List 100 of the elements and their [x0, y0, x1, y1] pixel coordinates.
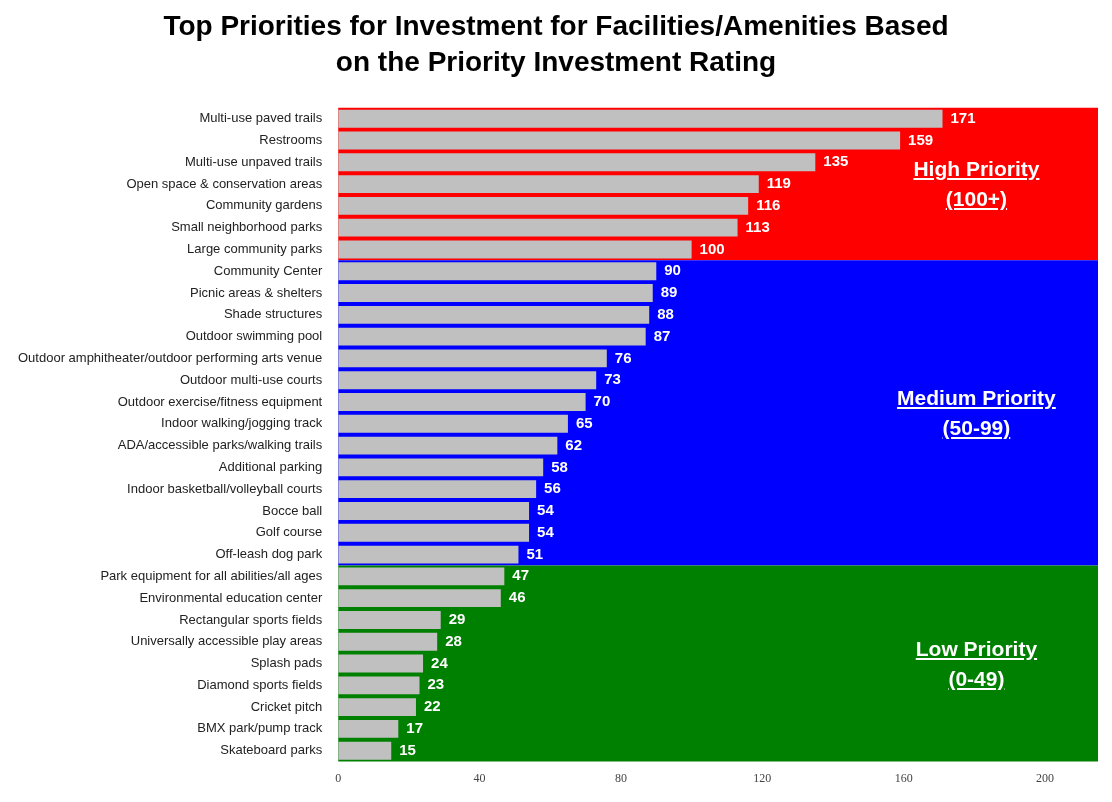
bar [338, 632, 438, 651]
data-label: 28 [445, 631, 462, 649]
bar [338, 153, 816, 172]
data-label: 119 [766, 174, 791, 192]
bar [338, 436, 558, 455]
bar [338, 741, 392, 760]
bar [338, 349, 607, 368]
y-tick-label: Cricket pitch [250, 698, 323, 714]
y-tick-label: BMX park/pump track [197, 720, 323, 736]
y-tick-label: Rectangular sports fields [179, 611, 323, 627]
bar [338, 218, 738, 237]
y-tick-label: ADA/accessible parks/walking trails [117, 437, 323, 453]
bar [338, 611, 441, 629]
band-label: Medium Priority (50-99) [897, 384, 1056, 441]
data-label: 23 [427, 675, 445, 693]
y-tick-label: Outdoor exercise/fitness equipment [117, 393, 323, 409]
y-tick-label: Universally accessible play areas [130, 633, 323, 649]
bar [338, 240, 692, 259]
bar [338, 196, 749, 215]
y-tick-label: Community gardens [205, 197, 323, 213]
x-tick-label: 0 [335, 770, 342, 785]
y-tick-label: Environmental education center [139, 589, 323, 605]
bar [338, 654, 424, 673]
data-label: 54 [537, 522, 555, 540]
bar [338, 371, 597, 390]
band-label: High Priority (100+) [913, 156, 1040, 213]
bar [338, 262, 657, 281]
data-label: 113 [745, 217, 770, 235]
bar [338, 414, 568, 433]
data-label: 58 [551, 457, 568, 475]
y-tick-label: Indoor basketball/volleyball courts [127, 480, 323, 496]
y-tick-label: Picnic areas & shelters [190, 284, 323, 300]
x-tick-label: 200 [1035, 770, 1054, 785]
x-tick-label: 120 [753, 770, 772, 785]
data-label: 29 [448, 610, 466, 628]
y-tick-label: Shade structures [223, 306, 323, 322]
data-label: 15 [399, 740, 416, 758]
y-tick-label: Restrooms [259, 132, 323, 148]
data-label: 17 [406, 719, 423, 737]
bar [338, 523, 530, 542]
data-label: 54 [537, 501, 555, 519]
y-tick-label: Bocce ball [262, 502, 323, 518]
data-label: 24 [431, 653, 449, 671]
x-tick-label: 80 [614, 770, 627, 785]
y-tick-label: Outdoor amphitheater/outdoor performing arts venue [18, 350, 323, 365]
y-tick-label: Splash pads [250, 655, 323, 671]
data-label: 73 [604, 370, 621, 388]
y-tick-label: Off-leash dog park [215, 546, 323, 562]
data-label: 22 [423, 697, 441, 715]
bar [338, 109, 943, 128]
bar [338, 480, 537, 499]
y-tick-label: Indoor walking/jogging track [161, 415, 323, 431]
bar [338, 589, 501, 608]
data-label: 62 [565, 435, 583, 453]
data-label: 46 [508, 588, 526, 606]
chart-title: Top Priorities for Investment for Facilities/Amenities Based on the Priority Investment Rating [162, 9, 950, 79]
data-label: 171 [950, 108, 976, 126]
data-label: 47 [512, 566, 530, 584]
bar [338, 284, 653, 302]
y-tick-label: Multi-use paved trails [199, 110, 323, 126]
bar [338, 131, 901, 150]
data-label: 89 [660, 283, 678, 301]
y-tick-label: Outdoor swimming pool [185, 328, 323, 344]
bar [338, 175, 759, 194]
data-label: 116 [756, 196, 781, 214]
data-label: 90 [664, 261, 681, 279]
bar [338, 719, 399, 738]
bar [338, 393, 586, 411]
data-label: 56 [544, 479, 561, 497]
y-tick-label: Small neighborhood parks [171, 219, 323, 235]
data-label: 65 [575, 413, 593, 431]
bar [338, 567, 505, 586]
y-tick-label: Open space & conservation areas [126, 175, 323, 191]
bar [338, 502, 530, 520]
data-label: 88 [657, 304, 674, 322]
bar [338, 327, 646, 346]
data-label: 70 [593, 392, 611, 410]
bar [338, 458, 544, 477]
y-tick-label: Skateboard parks [220, 742, 323, 758]
data-label: 87 [653, 326, 671, 344]
data-label: 100 [699, 239, 725, 257]
y-tick-label: Large community parks [187, 241, 323, 257]
y-tick-label: Golf course [255, 524, 323, 540]
data-label: 51 [526, 544, 544, 562]
data-label: 76 [614, 348, 632, 366]
y-tick-label: Outdoor multi-use courts [179, 371, 323, 387]
y-tick-label: Community Center [213, 262, 323, 278]
y-tick-label: Diamond sports fields [197, 676, 323, 692]
bar [338, 676, 420, 695]
data-label: 135 [823, 152, 849, 170]
bar [338, 545, 519, 564]
band-label: Low Priority (0-49) [915, 635, 1038, 692]
x-tick-label: 40 [473, 770, 486, 785]
x-tick-label: 160 [894, 770, 913, 785]
y-tick-label: Multi-use unpaved trails [184, 153, 323, 169]
y-tick-label: Additional parking [218, 458, 323, 474]
bar [338, 698, 416, 717]
data-label: 159 [908, 130, 934, 148]
bar [338, 305, 650, 324]
y-tick-label: Park equipment for all abilities/all ages [100, 567, 323, 583]
